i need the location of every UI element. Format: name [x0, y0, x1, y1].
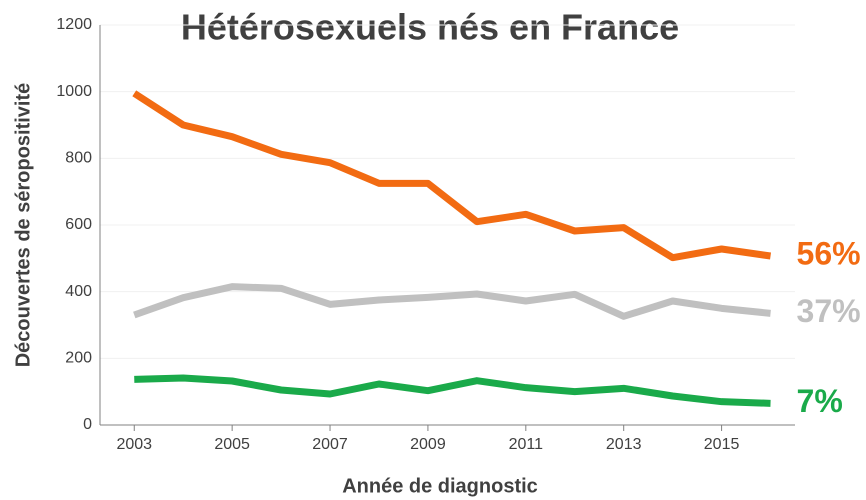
x-tick-label: 2011	[509, 436, 544, 453]
series-line	[134, 374, 771, 407]
y-tick-label: 200	[65, 350, 92, 367]
x-axis-label: Année de diagnostic	[342, 475, 538, 497]
y-tick-label: 400	[65, 283, 92, 300]
x-tick-label: 2007	[312, 436, 348, 453]
y-tick-label: 1200	[56, 16, 92, 33]
y-tick-label: 0	[83, 416, 92, 433]
series-line	[133, 283, 771, 320]
end-label: 37%	[797, 293, 861, 329]
y-tick-label: 600	[65, 216, 92, 233]
end-label: 7%	[797, 383, 843, 419]
x-tick-label: 2009	[410, 436, 446, 453]
end-label: 56%	[797, 235, 861, 271]
chart-title: Hétérosexuels nés en France	[181, 7, 679, 48]
x-tick-label: 2015	[704, 436, 740, 453]
y-tick-label: 1000	[56, 83, 92, 100]
x-tick-label: 2013	[606, 436, 642, 453]
x-tick-label: 2003	[116, 436, 152, 453]
y-tick-label: 800	[65, 150, 92, 167]
series-line	[132, 90, 772, 262]
y-axis-label: Découvertes de séropositivité	[12, 83, 34, 368]
x-tick-label: 2005	[214, 436, 250, 453]
